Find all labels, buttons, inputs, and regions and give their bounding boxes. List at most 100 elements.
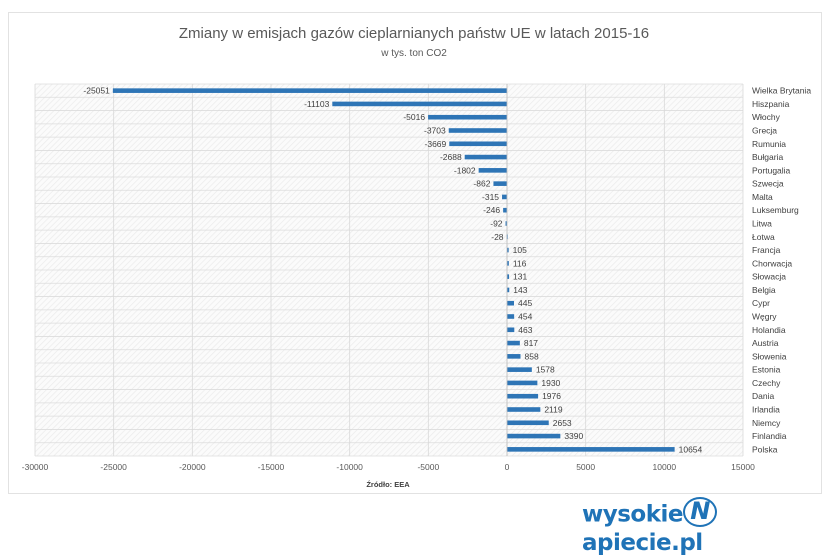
y-category-label: Belgia bbox=[752, 285, 776, 295]
data-label: 463 bbox=[518, 325, 532, 335]
y-category-label: Holandia bbox=[752, 325, 786, 335]
data-label: -315 bbox=[482, 192, 499, 202]
data-label: -11103 bbox=[304, 99, 329, 109]
bar bbox=[507, 327, 515, 333]
logo-text-right: apiecie.pl bbox=[582, 530, 703, 556]
chart-subtitle: w tys. ton CO2 bbox=[380, 48, 447, 59]
y-category-label: Finlandia bbox=[752, 431, 787, 441]
bar bbox=[507, 287, 510, 293]
bar bbox=[449, 141, 507, 147]
data-label: 858 bbox=[524, 351, 538, 361]
bar bbox=[507, 393, 539, 399]
data-label: 105 bbox=[513, 245, 527, 255]
y-category-label: Chorwacja bbox=[752, 258, 792, 268]
bar bbox=[503, 207, 507, 213]
bar bbox=[112, 88, 508, 93]
x-tick-label: -15000 bbox=[258, 462, 285, 472]
x-tick-label: -5000 bbox=[417, 462, 439, 472]
y-category-label: Węgry bbox=[752, 312, 777, 322]
y-category-label: Malta bbox=[752, 192, 773, 202]
y-category-label: Niemcy bbox=[752, 418, 781, 428]
data-label: 2119 bbox=[544, 405, 563, 415]
data-label: 817 bbox=[524, 338, 538, 348]
y-category-label: Polska bbox=[752, 444, 778, 454]
y-category-label: Słowacja bbox=[752, 272, 786, 282]
y-category-label: Hiszpania bbox=[752, 99, 790, 109]
data-label: 131 bbox=[513, 272, 527, 282]
bar bbox=[507, 247, 509, 253]
bar bbox=[493, 181, 507, 186]
chart-title: Zmiany w emisjach gazów cieplarnianych p… bbox=[179, 25, 649, 42]
bar bbox=[507, 367, 532, 372]
data-label: -1802 bbox=[454, 165, 476, 175]
y-category-label: Dania bbox=[752, 391, 774, 401]
y-category-label: Irlandia bbox=[752, 405, 780, 415]
data-label: 454 bbox=[518, 312, 532, 322]
y-category-label: Litwa bbox=[752, 219, 772, 229]
bar bbox=[332, 101, 507, 107]
data-label: 143 bbox=[513, 285, 527, 295]
x-tick-label: 10000 bbox=[653, 462, 677, 472]
chart-frame bbox=[8, 12, 822, 494]
bar bbox=[507, 354, 521, 359]
data-label: -5016 bbox=[403, 112, 425, 122]
y-category-label: Wielka Brytania bbox=[752, 86, 811, 96]
data-label: -92 bbox=[490, 219, 503, 229]
data-label: 445 bbox=[518, 298, 532, 308]
data-label: -28 bbox=[491, 232, 504, 242]
bar bbox=[507, 274, 510, 279]
y-category-label: Rumunia bbox=[752, 139, 786, 149]
bar bbox=[502, 194, 507, 200]
bar bbox=[464, 154, 507, 160]
data-label: -2688 bbox=[440, 152, 462, 162]
x-tick-label: 15000 bbox=[731, 462, 755, 472]
y-category-label: Słowenia bbox=[752, 351, 787, 361]
data-label: 1578 bbox=[536, 365, 555, 375]
bar bbox=[507, 433, 561, 439]
y-category-label: Czechy bbox=[752, 378, 781, 388]
data-label: 10654 bbox=[679, 444, 703, 454]
data-label: -862 bbox=[473, 179, 490, 189]
bar bbox=[507, 300, 515, 306]
data-label: 3390 bbox=[564, 431, 583, 441]
bar bbox=[507, 380, 538, 386]
y-category-label: Austria bbox=[752, 338, 779, 348]
y-category-label: Luksemburg bbox=[752, 205, 799, 215]
x-axis-label: Źródło: EEA bbox=[366, 480, 410, 489]
data-label: 1976 bbox=[542, 391, 561, 401]
data-label: 116 bbox=[513, 258, 527, 268]
x-tick-label: 0 bbox=[505, 462, 510, 472]
y-category-label: Estonia bbox=[752, 365, 781, 375]
data-label: 2653 bbox=[553, 418, 572, 428]
bar bbox=[448, 128, 507, 133]
bar bbox=[507, 340, 520, 346]
logo: wysokie Napiecie.pl bbox=[582, 497, 828, 556]
y-category-label: Cypr bbox=[752, 298, 770, 308]
logo-mark-icon: N bbox=[683, 497, 718, 527]
y-category-label: Szwecja bbox=[752, 179, 784, 189]
x-tick-label: -30000 bbox=[22, 462, 49, 472]
bar bbox=[507, 314, 515, 319]
bar bbox=[507, 407, 541, 412]
x-tick-label: 5000 bbox=[576, 462, 595, 472]
y-category-label: Francja bbox=[752, 245, 781, 255]
x-tick-label: -25000 bbox=[100, 462, 127, 472]
bar bbox=[505, 221, 507, 226]
bar bbox=[507, 420, 549, 426]
data-label: -3669 bbox=[425, 139, 447, 149]
data-label: -25051 bbox=[83, 86, 110, 96]
data-label: 1930 bbox=[541, 378, 560, 388]
bar-chart: Zmiany w emisjach gazów cieplarnianych p… bbox=[22, 25, 812, 489]
data-label: -3703 bbox=[424, 126, 446, 136]
x-tick-label: -20000 bbox=[179, 462, 206, 472]
data-label: -246 bbox=[483, 205, 500, 215]
y-category-label: Łotwa bbox=[752, 232, 775, 242]
bar bbox=[507, 447, 675, 452]
logo-text-left: wysokie bbox=[582, 501, 684, 528]
bar bbox=[507, 261, 509, 266]
y-category-label: Grecja bbox=[752, 126, 777, 136]
y-category-label: Portugalia bbox=[752, 165, 791, 175]
y-category-label: Bułgaria bbox=[752, 152, 783, 162]
x-tick-label: -10000 bbox=[336, 462, 363, 472]
bar bbox=[478, 168, 507, 173]
